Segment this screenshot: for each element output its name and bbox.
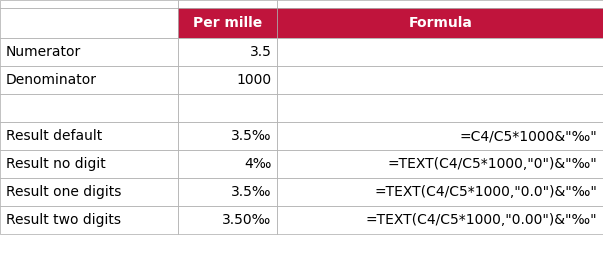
Text: Result no digit: Result no digit: [6, 157, 106, 171]
Bar: [178, 38, 277, 66]
Text: Result two digits: Result two digits: [6, 213, 121, 227]
Text: =C4/C5*1000&"‰": =C4/C5*1000&"‰": [459, 129, 597, 143]
Bar: [277, 178, 603, 206]
Text: Result one digits: Result one digits: [6, 185, 121, 199]
Bar: [0, 178, 178, 206]
Bar: [0, 94, 178, 122]
Text: Numerator: Numerator: [6, 45, 81, 59]
Text: =TEXT(C4/C5*1000,"0.00")&"‰": =TEXT(C4/C5*1000,"0.00")&"‰": [365, 213, 597, 227]
Bar: [178, 206, 277, 234]
Bar: [0, 66, 178, 94]
Text: Denominator: Denominator: [6, 73, 97, 87]
Text: Per mille: Per mille: [193, 16, 262, 30]
Bar: [0, 122, 178, 150]
Text: =TEXT(C4/C5*1000,"0")&"‰": =TEXT(C4/C5*1000,"0")&"‰": [387, 157, 597, 171]
Bar: [178, 8, 277, 38]
Text: 1000: 1000: [236, 73, 271, 87]
Text: 3.50‰: 3.50‰: [222, 213, 271, 227]
Bar: [178, 66, 277, 94]
Bar: [178, 122, 277, 150]
Bar: [0, 38, 178, 66]
Bar: [178, 0, 277, 8]
Bar: [0, 0, 178, 8]
Text: 3.5‰: 3.5‰: [231, 185, 271, 199]
Text: 4‰: 4‰: [244, 157, 271, 171]
Bar: [277, 0, 603, 8]
Bar: [0, 206, 178, 234]
Bar: [277, 122, 603, 150]
Text: 3.5: 3.5: [250, 45, 271, 59]
Bar: [178, 94, 277, 122]
Bar: [277, 94, 603, 122]
Text: 3.5‰: 3.5‰: [231, 129, 271, 143]
Bar: [277, 206, 603, 234]
Text: Result default: Result default: [6, 129, 103, 143]
Bar: [277, 150, 603, 178]
Bar: [178, 150, 277, 178]
Bar: [277, 38, 603, 66]
Bar: [277, 66, 603, 94]
Text: Formula: Formula: [408, 16, 472, 30]
Bar: [277, 8, 603, 38]
Bar: [0, 8, 178, 38]
Bar: [178, 178, 277, 206]
Bar: [0, 150, 178, 178]
Text: =TEXT(C4/C5*1000,"0.0")&"‰": =TEXT(C4/C5*1000,"0.0")&"‰": [374, 185, 597, 199]
